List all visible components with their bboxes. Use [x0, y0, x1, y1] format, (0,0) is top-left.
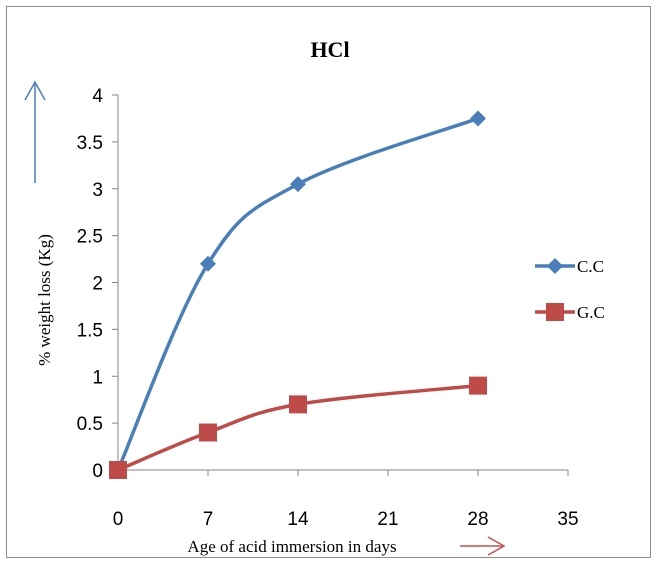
- legend-item: C.C: [535, 257, 604, 276]
- y-tick-label: 3: [92, 180, 103, 201]
- right-arrow-icon: [460, 536, 506, 556]
- legend-label: G.C: [577, 303, 605, 322]
- data-point: [469, 376, 487, 395]
- data-point: [470, 110, 486, 127]
- data-point: [109, 461, 127, 479]
- x-tick-label: 35: [557, 509, 578, 530]
- x-axis-title: Age of acid immersion in days: [187, 537, 396, 556]
- y-tick-label: 3.5: [77, 133, 103, 154]
- legend-label: C.C: [577, 257, 604, 276]
- x-tick-label: 0: [113, 509, 124, 530]
- legend-item: G.C: [535, 303, 605, 322]
- series-g-c: [109, 376, 487, 479]
- data-point: [289, 395, 307, 414]
- up-arrow-icon: [24, 80, 46, 183]
- series-c-c: [110, 110, 486, 478]
- series-line: [116, 116, 479, 471]
- data-point: [200, 255, 216, 272]
- series-line: [117, 383, 479, 472]
- axes: [112, 94, 569, 476]
- x-tick-label: 21: [377, 509, 398, 530]
- chart-title: HCl: [310, 37, 349, 62]
- y-tick-label: 4: [92, 86, 103, 107]
- y-axis-title: % weight loss (Kg): [35, 234, 54, 366]
- x-tick-label: 14: [287, 509, 309, 530]
- data-point: [199, 423, 217, 442]
- legend-swatch-marker: [546, 303, 564, 321]
- series-layer: [109, 110, 487, 479]
- legend-swatch-marker: [547, 258, 563, 274]
- x-tick-label: 7: [203, 509, 214, 530]
- y-tick-label: 1.5: [77, 320, 103, 341]
- y-tick-label: 2.5: [77, 227, 103, 248]
- y-tick-label: 0.5: [77, 414, 103, 435]
- legend: C.C G.C: [535, 257, 605, 322]
- x-tick-label: 28: [467, 509, 488, 530]
- y-tick-label: 1: [92, 367, 103, 388]
- y-tick-label: 2: [92, 274, 103, 295]
- tick-labels: 0 0.5 1 1.5 2 2.5 3 3.5 4 0 7 14 21 28 35: [77, 86, 579, 530]
- data-point: [290, 176, 306, 193]
- y-tick-label: 0: [92, 461, 103, 482]
